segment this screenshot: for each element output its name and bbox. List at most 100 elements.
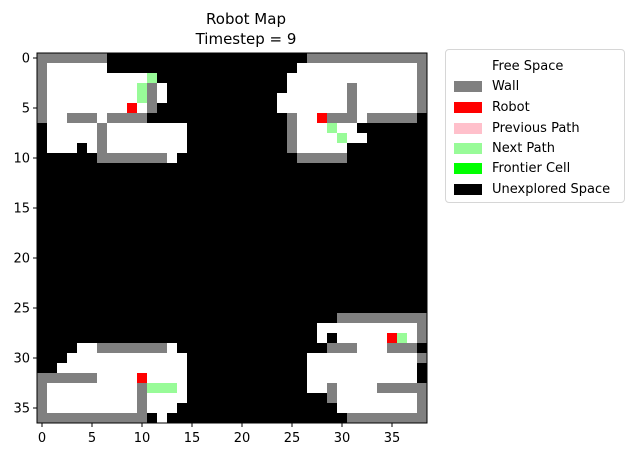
next-path-cell [147, 383, 177, 393]
wall-cell [37, 63, 47, 73]
free-space-cell [147, 403, 177, 413]
unexplored-cell [187, 363, 307, 373]
wall-cell [37, 373, 97, 383]
free-space-cell [47, 103, 127, 113]
free-space-cell [87, 143, 97, 153]
free-space-cell [47, 143, 77, 153]
legend-swatch-wall [454, 80, 482, 92]
unexplored-cell [177, 153, 297, 163]
legend-label-next-path: Next Path [492, 140, 555, 156]
unexplored-cell [187, 133, 287, 143]
free-space-cell [167, 343, 177, 353]
wall-cell [327, 393, 337, 403]
unexplored-cell [37, 163, 427, 173]
y-tick-label: 20 [13, 252, 30, 267]
legend-item-robot: Robot [454, 97, 530, 117]
next-path-cell [147, 73, 157, 83]
free-space-cell [157, 413, 167, 423]
unexplored-cell [37, 143, 47, 153]
y-tick-label: 5 [22, 102, 30, 117]
unexplored-cell [157, 103, 277, 113]
free-space-cell [307, 363, 417, 373]
x-tick-label: 35 [384, 431, 401, 446]
wall-cell [387, 343, 417, 353]
wall-cell [137, 403, 147, 413]
y-tick-label: 0 [22, 52, 30, 67]
free-space-cell [47, 113, 67, 123]
unexplored-cell [37, 313, 337, 323]
free-space-cell [47, 393, 137, 403]
map-grid [37, 53, 427, 423]
y-tick-label: 10 [13, 152, 30, 167]
unexplored-cell [347, 143, 427, 153]
legend-label-free-space: Free Space [492, 58, 564, 74]
free-space-cell [47, 93, 137, 103]
chart-title: Robot Map [206, 10, 286, 28]
unexplored-cell [187, 143, 287, 153]
unexplored-cell [37, 233, 427, 243]
free-space-cell [47, 133, 97, 143]
wall-cell [97, 123, 107, 133]
unexplored-cell [417, 373, 427, 383]
wall-cell [137, 393, 147, 403]
chart-subtitle: Timestep = 9 [195, 30, 297, 48]
wall-cell [377, 383, 427, 393]
wall-cell [337, 313, 427, 323]
legend-item-free-space: Free Space [454, 56, 563, 76]
wall-cell [347, 83, 357, 93]
free-space-cell [357, 83, 417, 93]
unexplored-cell [37, 283, 427, 293]
y-tick-label: 25 [13, 302, 30, 317]
wall-cell [287, 123, 297, 133]
wall-cell [417, 103, 427, 113]
legend-item-wall: Wall [454, 76, 519, 96]
wall-cell [417, 393, 427, 403]
wall-cell [97, 153, 167, 163]
wall-cell [37, 393, 47, 403]
free-space-cell [107, 133, 187, 143]
unexplored-cell [357, 123, 427, 133]
unexplored-cell [37, 333, 317, 343]
robot-cell [387, 333, 397, 343]
next-path-cell [397, 333, 407, 343]
unexplored-cell [147, 113, 287, 123]
unexplored-cell [107, 53, 307, 63]
free-space-cell [67, 353, 187, 363]
x-tick-label: 20 [234, 431, 251, 446]
free-space-cell [47, 383, 137, 393]
wall-cell [37, 83, 47, 93]
unexplored-cell [37, 273, 427, 283]
free-space-cell [337, 383, 377, 393]
x-tick-label: 5 [88, 431, 96, 446]
wall-cell [327, 343, 357, 353]
free-space-cell [167, 153, 177, 163]
unexplored-cell [37, 173, 427, 183]
unexplored-cell [417, 343, 427, 353]
wall-cell [37, 93, 47, 103]
unexplored-cell [77, 143, 87, 153]
unexplored-cell [37, 323, 317, 333]
free-space-cell [347, 133, 367, 143]
wall-cell [137, 383, 147, 393]
wall-cell [287, 143, 297, 153]
free-space-cell [297, 123, 327, 133]
wall-cell [327, 383, 337, 393]
free-space-cell [177, 383, 187, 393]
wall-cell [417, 73, 427, 83]
free-space-cell [287, 83, 347, 93]
free-space-cell [337, 123, 357, 133]
x-tick-label: 25 [284, 431, 301, 446]
robot-cell [127, 103, 137, 113]
unexplored-cell [417, 363, 427, 373]
unexplored-cell [167, 93, 277, 103]
free-space-cell [47, 73, 147, 83]
unexplored-cell [37, 293, 427, 303]
next-path-cell [137, 93, 147, 103]
free-space-cell [337, 393, 417, 403]
unexplored-cell [37, 133, 47, 143]
free-space-cell [97, 113, 107, 123]
free-space-cell [47, 403, 137, 413]
y-tick-label: 35 [13, 402, 30, 417]
free-space-cell [77, 343, 97, 353]
legend-item-frontier-cell: Frontier Cell [454, 158, 570, 178]
